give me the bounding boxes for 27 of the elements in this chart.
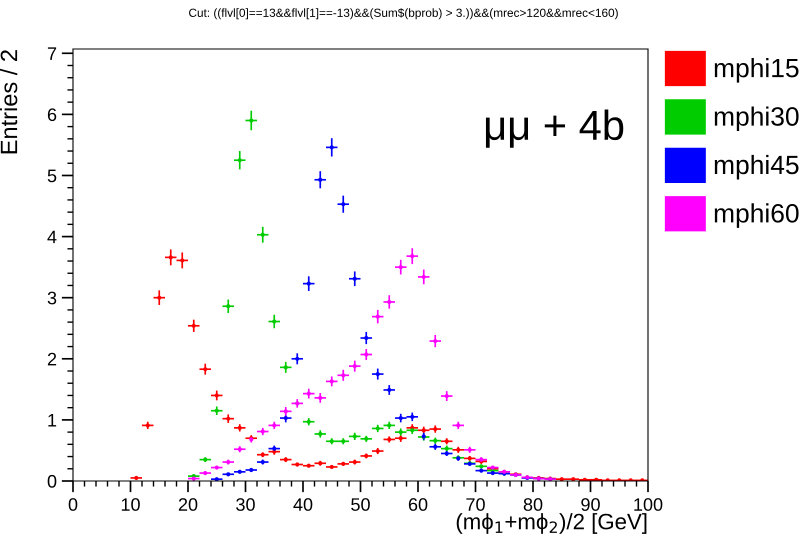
y-tick-label: 4 (47, 230, 56, 244)
y-axis-title: Entries / 2 (0, 50, 18, 154)
x-tick-label: 10 (122, 498, 140, 511)
legend-label: mphi45 (714, 154, 798, 180)
x-tick-label: 70 (466, 498, 485, 511)
x-axis-title: (mϕ$_{1}$+mϕ$_{2}$)/2 [GeV] (456, 513, 646, 534)
x-tick-label: 100 (634, 498, 662, 511)
x-tick-label: 50 (351, 498, 370, 511)
y-tick-label: 5 (48, 170, 56, 182)
y-tick-label: 3 (48, 292, 56, 304)
y-tick-label: 7 (48, 47, 56, 60)
x-tick-label: 30 (236, 498, 255, 511)
x-tick-label: 40 (293, 498, 312, 511)
legend-label: mphi15 (714, 58, 798, 83)
annotation: μμ + 4b (486, 110, 624, 148)
y-tick-label: 2 (48, 352, 56, 366)
x-tick-label: 80 (524, 498, 542, 511)
x-tick-label: 90 (581, 498, 600, 511)
y-tick-label: 1 (48, 414, 56, 426)
legend-label: mphi60 (714, 203, 799, 228)
y-tick-label: 6 (48, 108, 56, 122)
legend-label: mphi30 (714, 106, 799, 132)
chart-title: Cut: ((flvl[0]==13&&flvl[1]==-13)&&(Sum$(bprob) > 3.))&&(mrec>120&&mrec<160) (189, 8, 618, 20)
x-tick-label: 20 (178, 498, 198, 511)
x-tick-label: 60 (408, 498, 428, 511)
x-tick-label: 0 (68, 498, 78, 511)
y-tick-label: 0 (48, 474, 56, 488)
